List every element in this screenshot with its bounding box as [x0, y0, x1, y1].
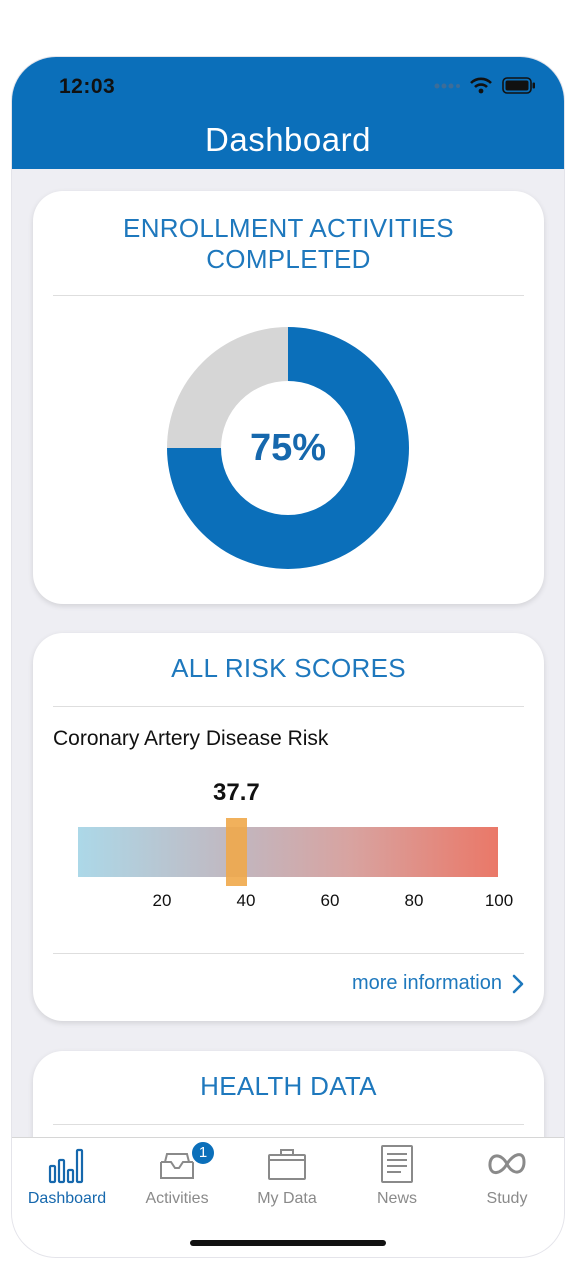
tab-label: News — [376, 1190, 417, 1207]
tab-news[interactable]: News — [342, 1138, 452, 1218]
tab-bar: Dashboard 1 Activities My Data — [12, 1137, 564, 1257]
risk-title: ALL RISK SCORES — [171, 653, 406, 683]
app-screen: 12:03 Dashboard ENROLLMENT ACTIVITIES CO… — [12, 57, 564, 1257]
home-indicator — [190, 1240, 386, 1246]
divider — [53, 1124, 524, 1125]
tab-dashboard[interactable]: Dashboard — [12, 1138, 122, 1218]
page-title: Dashboard — [205, 121, 371, 158]
status-time: 12:03 — [59, 75, 116, 98]
tab-label: Dashboard — [27, 1190, 107, 1207]
health-data-title: HEALTH DATA — [200, 1071, 377, 1101]
more-information-label: more information — [351, 972, 502, 994]
tab-my-data[interactable]: My Data — [232, 1138, 342, 1218]
divider — [53, 295, 524, 296]
donut-remaining-segment — [167, 327, 288, 448]
more-information-link[interactable]: more information — [352, 972, 524, 995]
status-icons — [434, 77, 536, 94]
risk-marker — [225, 818, 247, 886]
risk-value: 37.7 — [213, 779, 260, 806]
tab-study[interactable]: Study — [452, 1138, 562, 1218]
inbox-icon — [160, 1153, 194, 1179]
activities-badge: 1 — [190, 1140, 216, 1166]
risk-tick: 20 — [152, 891, 172, 910]
divider — [53, 953, 524, 954]
donut-filled-segment — [167, 327, 409, 569]
tab-label: Study — [486, 1190, 528, 1207]
wifi-icon — [470, 77, 492, 94]
briefcase-icon — [268, 1149, 306, 1180]
risk-tick: 100 — [484, 891, 514, 910]
infinity-icon — [488, 1153, 526, 1174]
risk-card: ALL RISK SCORES Coronary Artery Disease … — [33, 633, 544, 1021]
risk-tick: 60 — [320, 891, 340, 910]
bar-chart-icon — [48, 1148, 84, 1184]
header-bar: 12:03 Dashboard — [12, 57, 564, 169]
enrollment-donut — [167, 327, 409, 569]
health-data-card[interactable]: HEALTH DATA — [33, 1051, 544, 1137]
dashboard-scroll[interactable]: ENROLLMENT ACTIVITIES COMPLETED 75% ALL … — [12, 169, 564, 1137]
enrollment-title: ENROLLMENT ACTIVITIES COMPLETED — [123, 213, 454, 274]
chevron-right-icon — [512, 974, 524, 993]
battery-icon — [502, 77, 535, 94]
risk-gradient-bar — [78, 827, 498, 877]
signal-icon — [434, 83, 460, 88]
enrollment-card: ENROLLMENT ACTIVITIES COMPLETED 75% — [33, 191, 544, 604]
tab-label: My Data — [257, 1190, 317, 1207]
divider — [53, 706, 524, 707]
enrollment-percent: 75% — [249, 426, 327, 469]
tab-activities[interactable]: 1 Activities — [122, 1138, 232, 1218]
risk-tick: 80 — [404, 891, 424, 910]
tab-label: Activities — [145, 1190, 209, 1207]
risk-tick: 40 — [236, 891, 256, 910]
newspaper-icon — [381, 1145, 413, 1183]
risk-name: Coronary Artery Disease Risk — [53, 727, 329, 750]
